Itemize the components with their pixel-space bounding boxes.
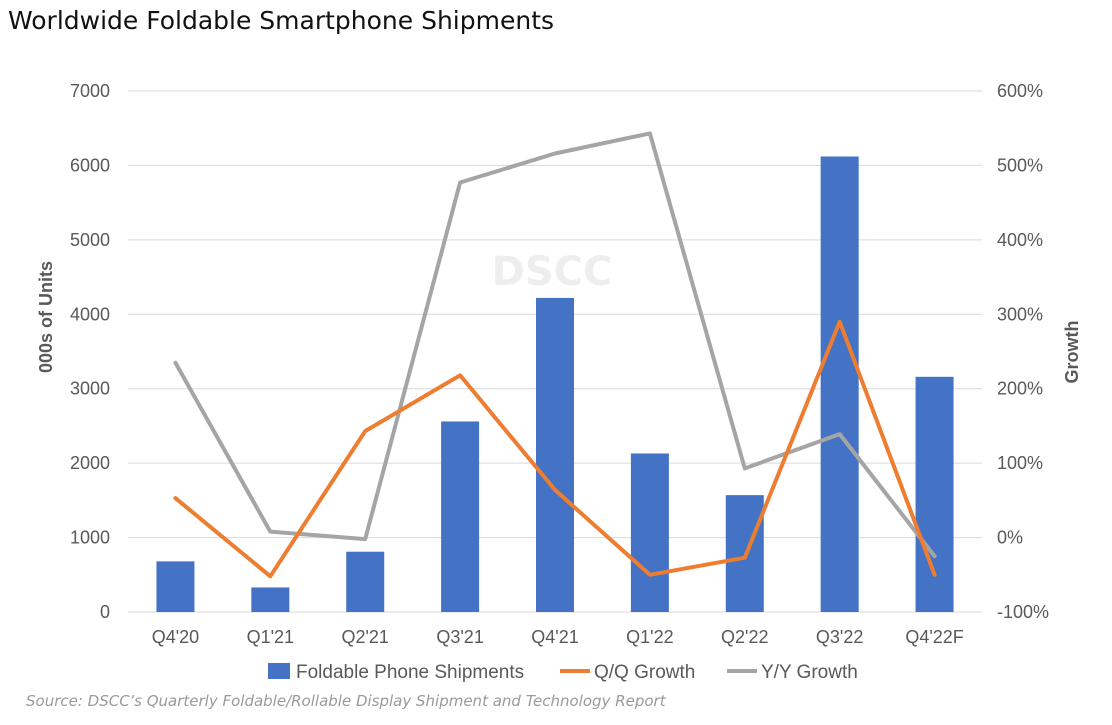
left-tick-label: 2000 [70,453,110,473]
left-tick-label: 6000 [70,155,110,175]
series-line [173,131,937,559]
bar [346,551,385,612]
right-tick-label: 0% [997,528,1023,548]
left-tick-label: 4000 [70,304,110,324]
line-series [173,131,937,579]
right-tick-label: 100% [997,453,1043,473]
bar [820,156,859,613]
right-tick-label: 200% [997,379,1043,399]
bar [536,297,574,612]
legend: Foldable Phone Shipments Q/Q Growth Y/Y Gr… [268,662,858,683]
right-tick-label: 600% [997,81,1043,101]
right-axis-title: Growth [1062,321,1082,384]
bar [156,561,195,612]
source-note: Source: DSCC’s Quarterly Foldable/Rollab… [26,692,666,710]
right-axis: -100% 0% 100% 200% 300% 400% 500% 600% [997,81,1049,622]
chart: DSCC 0 1000 2000 3000 4000 5000 6000 7000 -100%… [36,81,1082,683]
right-tick-label: 300% [997,304,1043,324]
bar [441,421,480,612]
series-line [173,319,937,579]
right-tick-label: -100% [997,602,1049,622]
x-tick-label: Q3'21 [436,627,483,647]
left-tick-label: 1000 [70,528,110,548]
page-title: Worldwide Foldable Smartphone Shipments [8,6,555,35]
left-axis: 0 1000 2000 3000 4000 5000 6000 7000 [70,81,110,622]
x-tick-label: Q3'22 [816,627,863,647]
legend-label: Q/Q Growth [594,662,695,683]
x-axis: Q4'20 Q1'21 Q2'21 Q3'21 Q4'21 Q1'22 Q2'22 Q3'22… [152,627,964,647]
left-tick-label: 0 [100,602,110,622]
legend-label: Y/Y Growth [761,662,858,683]
bar [251,587,290,612]
watermark: DSCC [492,249,613,295]
x-tick-label: Q4'20 [152,627,199,647]
x-tick-label: Q1'21 [247,627,294,647]
left-tick-label: 5000 [70,230,110,250]
right-tick-label: 400% [997,230,1043,250]
left-axis-title: 000s of Units [36,261,56,373]
x-tick-label: Q4'21 [531,627,578,647]
x-tick-label: Q2'22 [721,627,768,647]
x-tick-label: Q1'22 [626,627,673,647]
x-tick-label: Q2'21 [341,627,388,647]
left-tick-label: 3000 [70,379,110,399]
bar-series [156,156,954,613]
legend-label: Foldable Phone Shipments [296,662,524,683]
left-tick-label: 7000 [70,81,110,101]
right-tick-label: 500% [997,155,1043,175]
bar [630,453,669,612]
legend-swatch [268,663,290,679]
x-tick-label: Q4'22F [905,627,963,647]
